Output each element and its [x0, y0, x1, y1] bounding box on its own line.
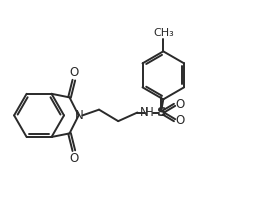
Text: N: N: [140, 106, 149, 119]
Text: O: O: [69, 152, 79, 165]
Text: O: O: [176, 114, 185, 127]
Text: O: O: [69, 66, 79, 79]
Text: O: O: [176, 98, 185, 111]
Text: N: N: [75, 109, 83, 122]
Text: H: H: [144, 106, 153, 119]
Text: CH₃: CH₃: [153, 28, 174, 38]
Text: S: S: [157, 106, 166, 119]
